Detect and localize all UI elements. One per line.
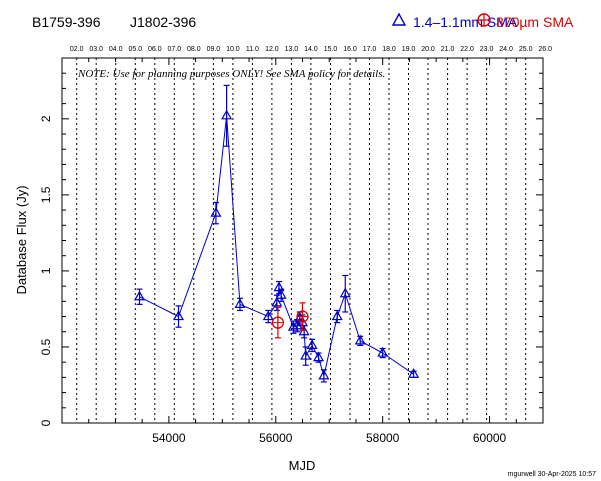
- data-point-triangle: [287, 320, 299, 331]
- data-series: [133, 84, 420, 383]
- legend-sma-1mm-label: 1.4–1.1mm SMA: [413, 14, 518, 30]
- data-point-triangle: [300, 349, 312, 360]
- legend-triangle-icon: [391, 12, 407, 26]
- data-point-triangle: [172, 310, 185, 321]
- data-point-triangle: [262, 310, 274, 321]
- top-date-axis: 02.0 03.0 04.0 05.0 06.0 07.0 08.0 09.0 10.0 11.0…: [70, 46, 552, 53]
- plot-frame: [61, 57, 544, 424]
- top-tick-label: 13.0: [285, 46, 299, 53]
- top-tick-label: 17.0: [363, 46, 377, 53]
- series-sma-1mm: [133, 84, 420, 383]
- top-tick-label: 25.0: [519, 46, 533, 53]
- series-sma-870: [271, 302, 309, 339]
- x-axis-label: MJD: [289, 458, 316, 473]
- top-tick-label: 08.0: [187, 46, 201, 53]
- data-point-triangle: [354, 334, 366, 345]
- y-tick-label: 0.5: [39, 338, 53, 355]
- data-point-triangle: [331, 310, 343, 321]
- legend-sma-870-label: 870µm SMA: [496, 14, 574, 30]
- top-tick-label: 26.0: [538, 46, 552, 53]
- top-tick-label: 12.0: [265, 46, 279, 53]
- legend: 1.4–1.1mm SMA 870µm SMA: [391, 12, 574, 30]
- alt-source-name: J1802-396: [130, 14, 196, 30]
- top-tick-label: 19.0: [402, 46, 416, 53]
- top-tick-label: 05.0: [128, 46, 142, 53]
- top-tick-label: 04.0: [109, 46, 123, 53]
- data-point-triangle: [234, 298, 246, 308]
- x-tick-label: 54000: [152, 431, 186, 445]
- top-tick-label: 23.0: [480, 46, 494, 53]
- date-gridlines: [76, 58, 527, 423]
- top-tick-label: 20.0: [421, 46, 435, 53]
- data-point-triangle: [221, 109, 233, 120]
- top-tick-label: 18.0: [382, 46, 396, 53]
- legend-plus-mark: [478, 14, 490, 26]
- y-tick-label: 0: [39, 419, 53, 426]
- data-point-triangle: [339, 287, 351, 298]
- data-point-triangle: [133, 290, 146, 301]
- top-tick-label: 03.0: [89, 46, 103, 53]
- x-tick-label: 60000: [473, 431, 507, 445]
- source-name: B1759-396: [32, 14, 101, 30]
- planning-note: NOTE: Use for planning purposes ONLY! Se…: [77, 68, 385, 80]
- top-tick-label: 10.0: [226, 46, 240, 53]
- top-tick-label: 21.0: [441, 46, 455, 53]
- top-tick-label: 14.0: [304, 46, 318, 53]
- footer-stamp: mgurwell 30-Apr-2025 10:57: [508, 471, 596, 478]
- data-point-triangle: [377, 346, 389, 357]
- top-tick-label: 22.0: [460, 46, 474, 53]
- data-point-triangle: [408, 368, 420, 378]
- y-tick-label: 1.5: [39, 186, 53, 203]
- data-point-plus: [272, 317, 284, 329]
- top-tick-label: 02.0: [70, 46, 84, 53]
- top-tick-label: 07.0: [167, 46, 181, 53]
- data-point-triangle: [275, 289, 287, 299]
- top-tick-label: 09.0: [207, 46, 221, 53]
- top-tick-label: 15.0: [324, 46, 338, 53]
- y-axis-label: Database Flux (Jy): [14, 185, 29, 294]
- x-tick-labels: 54000 56000 58000 60000: [152, 431, 506, 445]
- y-tick-labels: 0 0.5 1 1.5 2: [39, 115, 53, 426]
- data-point-triangle: [273, 281, 285, 292]
- top-tick-label: 16.0: [343, 46, 357, 53]
- x-tick-label: 56000: [259, 431, 293, 445]
- axes-ticks: [61, 57, 544, 424]
- data-point-triangle: [313, 351, 325, 362]
- y-tick-label: 2: [39, 115, 53, 122]
- y-tick-label: 1: [39, 267, 53, 274]
- data-point-plus: [297, 311, 308, 323]
- top-tick-label: 06.0: [148, 46, 162, 53]
- data-point-triangle: [210, 206, 222, 217]
- x-tick-label: 58000: [366, 431, 400, 445]
- data-point-triangle: [318, 369, 330, 380]
- top-tick-label: 11.0: [246, 46, 259, 53]
- data-point-triangle: [306, 339, 318, 350]
- top-tick-label: 24.0: [499, 46, 513, 53]
